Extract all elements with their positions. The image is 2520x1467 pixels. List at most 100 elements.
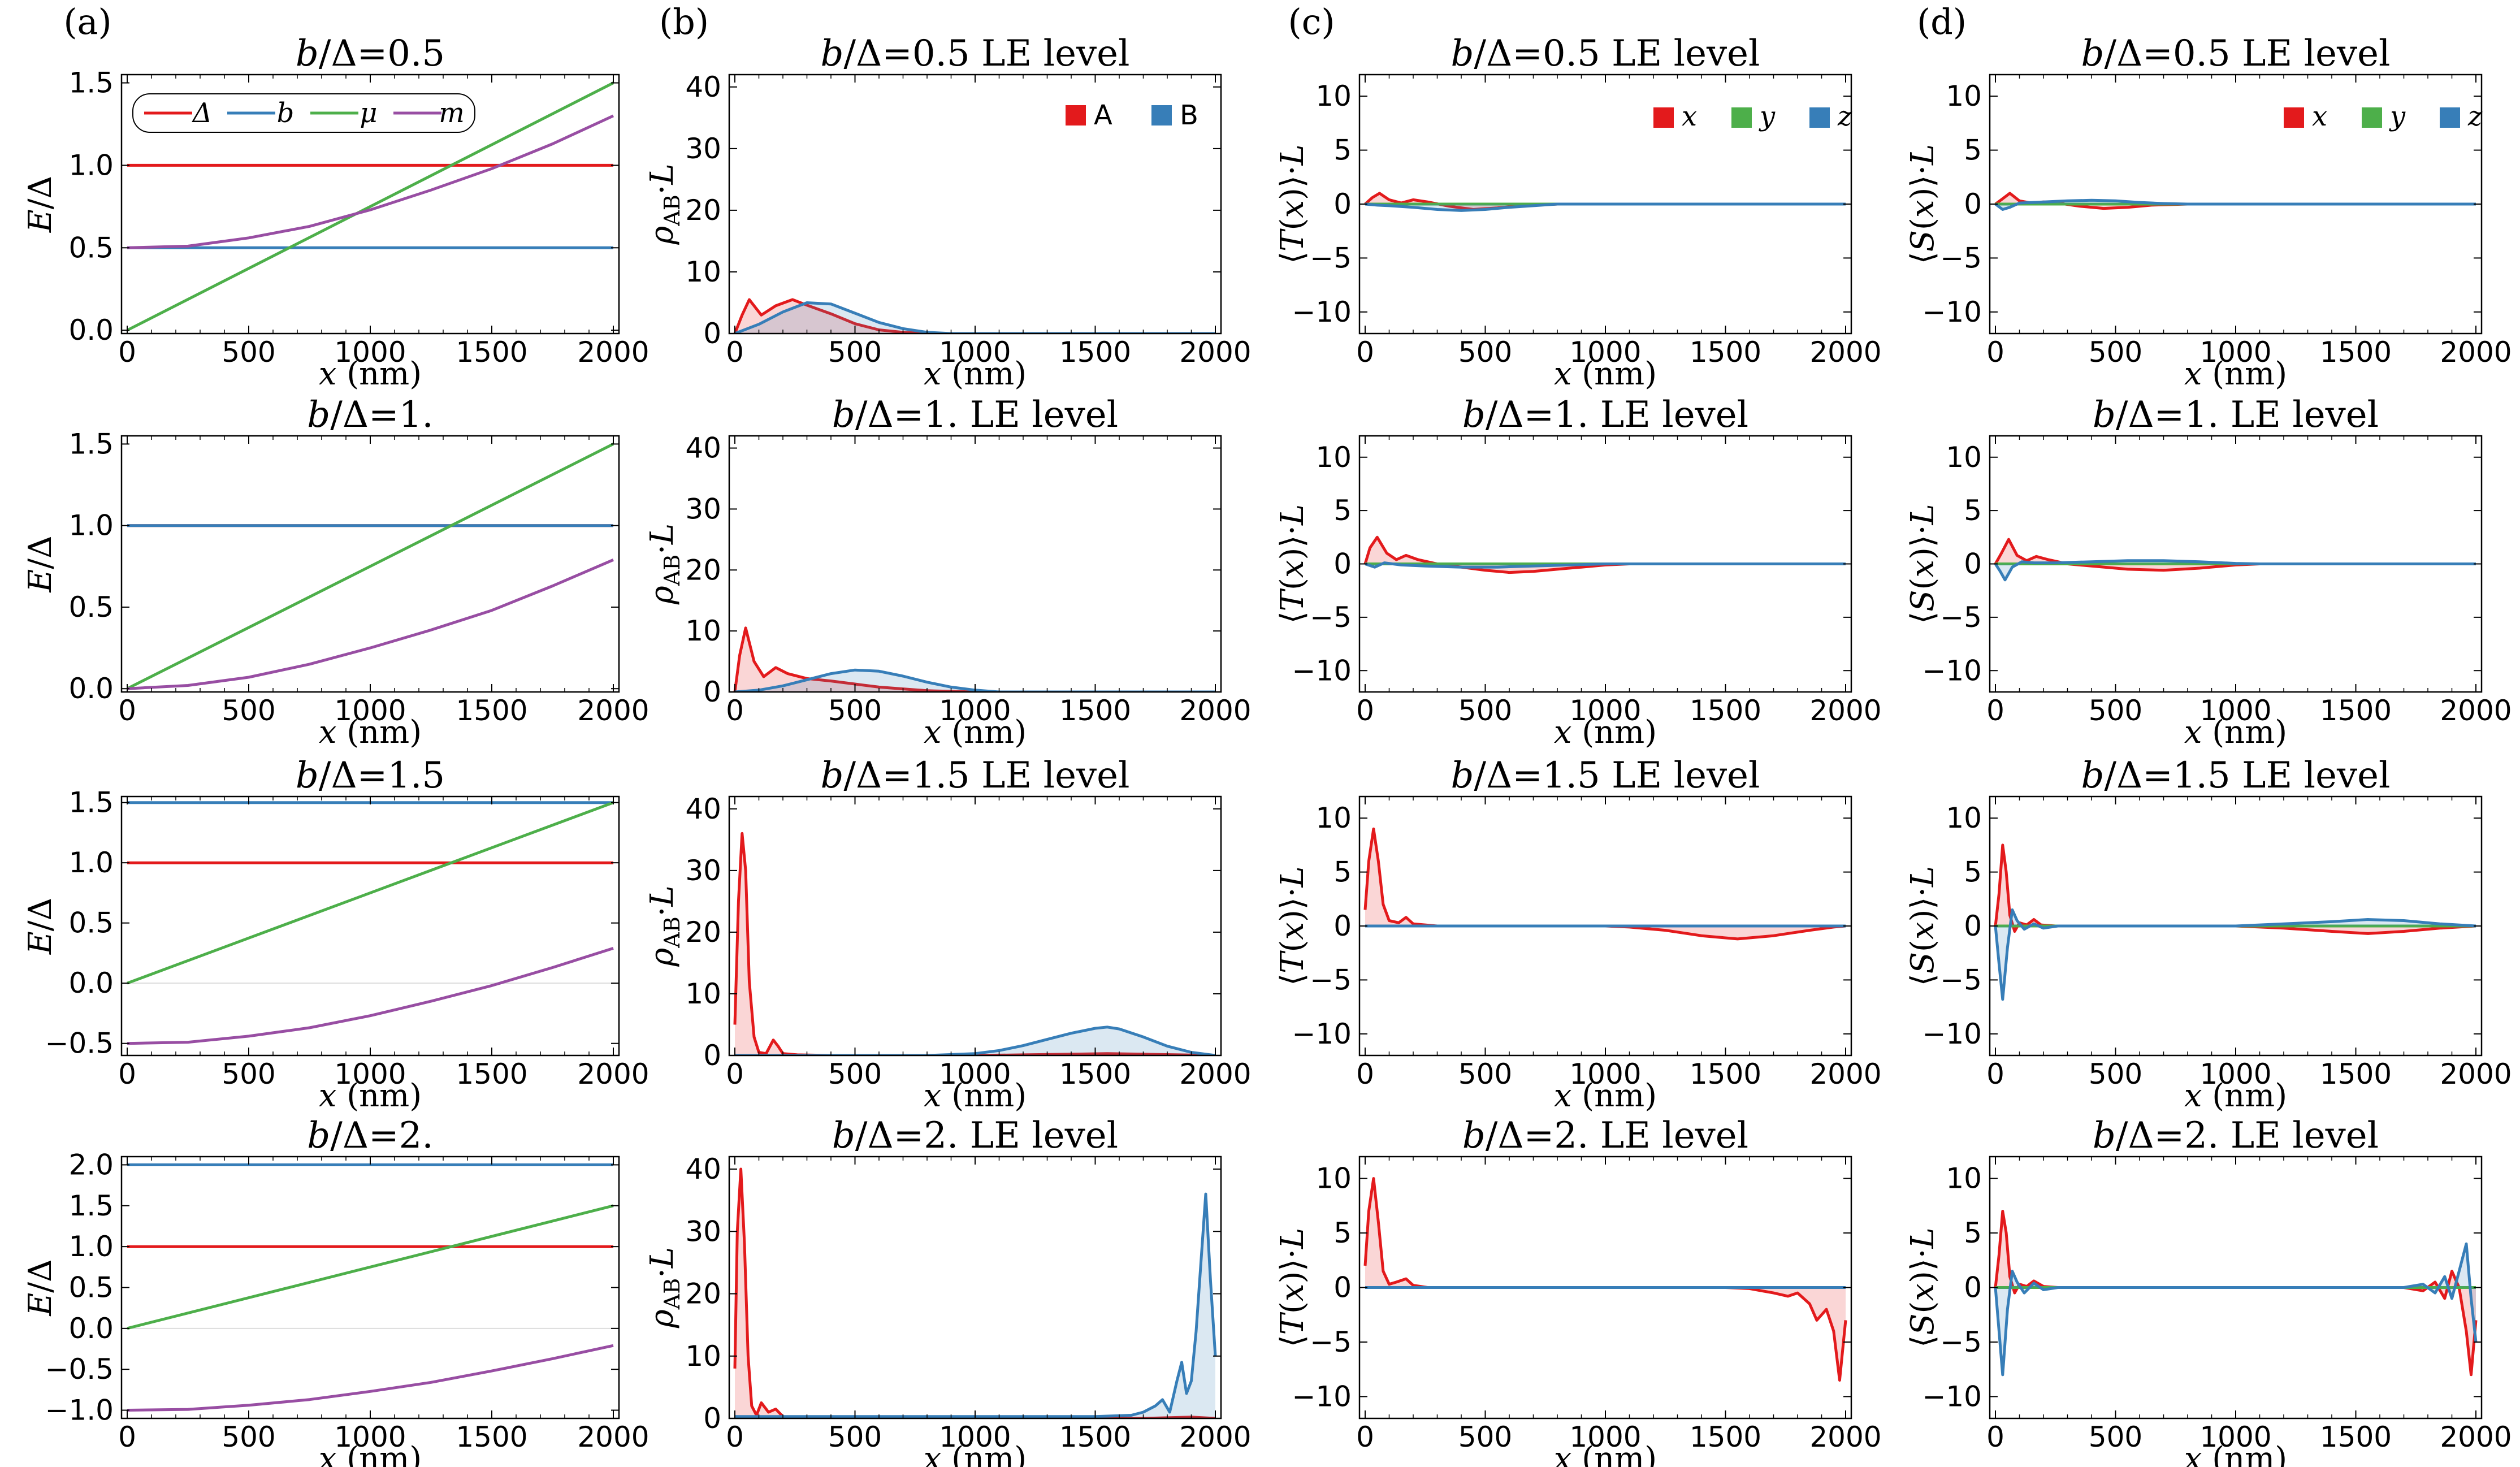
panel-d-row3: 0 500 1000 1500 2000 −10 −5 0 5 10 b/Δ=1.5 LE leve… xyxy=(1904,755,2512,1114)
x-tick-label: 0 xyxy=(726,336,744,369)
y-tick-label: −5 xyxy=(1310,601,1352,634)
y-tick-label: 30 xyxy=(685,854,721,887)
ylabel-letter: T xyxy=(1274,950,1311,973)
xlabel-x: x xyxy=(2184,1440,2202,1467)
y-axis-label: ⟨S(x)⟩·L xyxy=(1904,144,1941,264)
plot-area xyxy=(127,801,614,1045)
x-axis-label: x (nm) xyxy=(924,1440,1027,1467)
ylabel-L: L xyxy=(1274,1228,1311,1249)
x-tick-label: 1500 xyxy=(2320,1421,2392,1453)
xlabel-rest: (nm) xyxy=(2202,1440,2287,1467)
ylabel-L: L xyxy=(644,1247,681,1269)
x-tick-label: 2000 xyxy=(1809,1421,1881,1453)
legend-components: x y z xyxy=(1653,101,1852,132)
y-tick-label: −5 xyxy=(1940,601,1982,634)
ylabel-rest: /Δ xyxy=(22,898,59,931)
x-tick-label: 0 xyxy=(1986,336,2004,369)
y-tick-label: 0 xyxy=(1333,548,1352,581)
x-tick-label: 500 xyxy=(2089,336,2142,369)
ylabel-paren: ( xyxy=(1274,940,1311,953)
xlabel-x: x xyxy=(1554,1077,1572,1114)
ylabel-rest: /Δ xyxy=(22,176,59,209)
ylabel-rho: ρ xyxy=(644,586,681,605)
panel-title: b/Δ=1.5 LE level xyxy=(2081,755,2391,797)
series-fill-z xyxy=(1995,910,2476,999)
legend-label: B xyxy=(1180,99,1198,131)
x-tick-label: 1500 xyxy=(1690,694,1761,727)
y-tick-label: 10 xyxy=(1946,80,1982,112)
ylabel-rest: /Δ xyxy=(22,1259,59,1292)
panel-title: b/Δ=1. LE level xyxy=(2093,394,2379,436)
x-tick-label: 1500 xyxy=(456,336,527,369)
x-tick-label: 500 xyxy=(222,1421,275,1453)
y-tick-label: 1.0 xyxy=(68,509,114,542)
y-tick-label: −10 xyxy=(1922,654,1982,687)
y-tick-label: 10 xyxy=(685,256,721,288)
series-line-μ xyxy=(127,801,614,985)
y-tick-label: 10 xyxy=(685,615,721,647)
legend-label: z xyxy=(1837,101,1852,132)
plot-area xyxy=(1364,192,1846,212)
ylabel-close: )⟩· xyxy=(1274,166,1311,201)
x-tick-label: 2000 xyxy=(1809,336,1881,369)
legend-label: m xyxy=(439,97,465,129)
x-tick-label: 1000 xyxy=(334,1058,406,1090)
series-line-z xyxy=(1994,559,2476,582)
title-b: b xyxy=(2081,33,2105,75)
y-tick-label: 1.5 xyxy=(68,786,114,819)
ylabel-L: L xyxy=(1904,144,1941,166)
x-tick-label: 2000 xyxy=(2440,1421,2512,1453)
title-rest: /Δ=0.5 xyxy=(319,33,445,75)
title-b: b xyxy=(2081,755,2105,797)
x-axis-label: x (nm) xyxy=(2184,714,2287,751)
series-line-A xyxy=(733,832,1216,1055)
ylabel-close: )⟩· xyxy=(1274,525,1311,560)
x-tick-label: 2000 xyxy=(1179,336,1251,369)
x-tick-label: 1000 xyxy=(334,336,406,369)
series-line-B xyxy=(734,301,1215,334)
series-line-m xyxy=(127,559,614,690)
y-tick-label: −10 xyxy=(1292,296,1352,328)
series-fill-x xyxy=(1995,1211,2476,1375)
y-tick-label: 0 xyxy=(1333,1271,1352,1304)
ylabel-close: )⟩· xyxy=(1904,1249,1941,1284)
y-tick-label: 0 xyxy=(703,676,721,708)
y-tick-label: 20 xyxy=(685,1278,721,1310)
y-tick-label: −5 xyxy=(1940,241,1982,274)
xlabel-x: x xyxy=(319,1077,337,1114)
panel-d-row2: 0 500 1000 1500 2000 −10 −5 0 5 10 b/Δ=1. LE level… xyxy=(1904,394,2512,751)
ylabel-E: E xyxy=(22,569,59,593)
plot-area xyxy=(1994,192,2476,211)
ylabel-letter: S xyxy=(1904,952,1941,973)
panel-title: b/Δ=0.5 LE level xyxy=(2081,33,2391,75)
series-line-z xyxy=(1994,1242,2478,1377)
x-axis-label: x (nm) xyxy=(2184,1440,2287,1467)
ylabel-paren: ( xyxy=(1274,578,1311,590)
panel-a-row4: 0 500 1000 1500 2000 −1.0 −0.5 0.0 0.5 1.0 1.5 2.0 b… xyxy=(22,1115,650,1467)
x-tick-label: 500 xyxy=(1458,694,1512,727)
x-axis-label: x (nm) xyxy=(1554,356,1657,392)
ylabel-rest: /Δ xyxy=(22,535,59,569)
xlabel-x: x xyxy=(319,1440,337,1467)
x-tick-label: 500 xyxy=(2089,1058,2142,1090)
title-rest: /Δ=0.5 LE level xyxy=(1474,33,1760,75)
series-line-x xyxy=(1363,1177,1847,1382)
xlabel-x: x xyxy=(924,1077,942,1114)
title-rest: /Δ=1.5 LE level xyxy=(844,755,1130,797)
title-b: b xyxy=(296,755,319,797)
y-tick-label: −10 xyxy=(1922,296,1982,328)
panel-title: b/Δ=2. LE level xyxy=(1462,1115,1748,1157)
y-tick-label: 0.5 xyxy=(68,907,114,940)
panel-c-row3: 0 500 1000 1500 2000 −10 −5 0 5 10 b/Δ=1.5 LE leve… xyxy=(1274,755,1882,1114)
y-axis-label: ρAB·L xyxy=(644,1247,685,1328)
title-b: b xyxy=(1451,755,1474,797)
ylabel-L: L xyxy=(1274,866,1311,888)
panel-b-row1: 0 500 1000 1500 2000 0 10 20 30 40 b/Δ=0.5 LE leve… xyxy=(644,33,1252,392)
panel-a-row2: 0 500 1000 1500 2000 0.0 0.5 1.0 1.5 b/Δ=1. x (nm)… xyxy=(22,394,650,751)
xlabel-rest: (nm) xyxy=(1571,1440,1657,1467)
ylabel-open: ⟨ xyxy=(1274,973,1311,986)
y-tick-label: −1.0 xyxy=(45,1394,114,1427)
ylabel-letter: S xyxy=(1904,1313,1941,1335)
panel-c-row2: 0 500 1000 1500 2000 −10 −5 0 5 10 b/Δ=1. LE level… xyxy=(1274,394,1882,751)
